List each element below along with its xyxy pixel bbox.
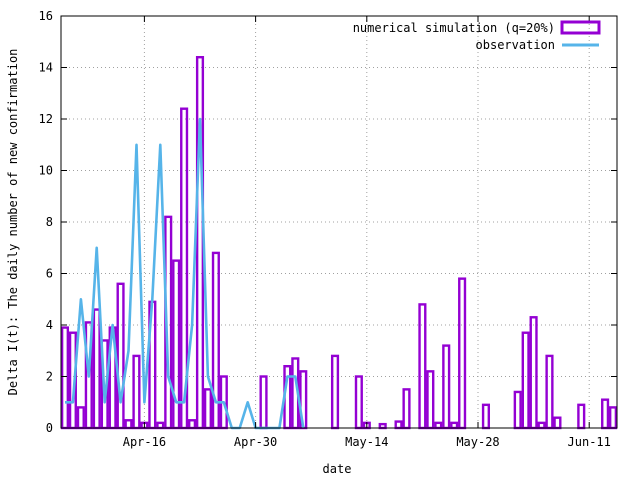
y-tick-label: 0	[46, 421, 53, 435]
x-tick-label: Apr-16	[123, 435, 166, 449]
simulation-bar	[156, 421, 165, 430]
simulation-bar	[481, 403, 491, 430]
simulation-bar	[378, 422, 387, 430]
simulation-bar	[577, 403, 586, 430]
simulation-bar	[442, 344, 451, 430]
simulation-bar	[418, 303, 427, 430]
simulation-bar	[60, 326, 70, 430]
y-tick-label: 10	[39, 164, 53, 178]
y-axis-label: Delta I(t): The daily number of new conf…	[6, 49, 20, 396]
simulation-bar	[513, 390, 522, 430]
simulation-bar	[521, 331, 530, 430]
simulation-bar	[354, 375, 363, 430]
simulation-bar	[434, 421, 443, 430]
simulation-bar	[537, 421, 546, 430]
simulation-bar	[458, 277, 467, 430]
simulation-bar	[450, 421, 459, 430]
simulation-bar	[553, 416, 562, 430]
simulation-bar	[330, 354, 340, 430]
axis-ticks: 0 2 4 6 8 10 12 14 16 Apr-16 Apr-30 May-14 May-28 Jun…	[39, 9, 617, 449]
x-tick-label: May-14	[345, 435, 388, 449]
legend-swatch-simulation	[560, 20, 601, 35]
simulation-bars	[60, 56, 618, 430]
y-tick-label: 14	[39, 61, 53, 75]
simulation-bar	[195, 56, 205, 430]
simulation-bar	[124, 419, 133, 430]
y-tick-label: 2	[46, 370, 53, 384]
x-tick-label: Jun-11	[568, 435, 611, 449]
simulation-bar	[529, 316, 538, 430]
legend-label-simulation: numerical simulation (q=20%)	[353, 21, 555, 35]
simulation-bar	[601, 398, 610, 430]
legend-label-observation: observation	[476, 38, 555, 52]
x-tick-label: Apr-30	[234, 435, 277, 449]
simulation-bar	[402, 388, 411, 430]
legend: numerical simulation (q=20%) observation	[353, 20, 601, 52]
simulation-bar	[116, 282, 125, 430]
simulation-bar	[608, 406, 618, 430]
x-axis-label: date	[323, 462, 352, 476]
y-tick-label: 12	[39, 112, 53, 126]
simulation-bar	[76, 406, 85, 430]
simulation-bar	[545, 354, 554, 430]
y-tick-label: 6	[46, 267, 53, 281]
x-tick-label: May-28	[456, 435, 499, 449]
y-tick-label: 8	[46, 215, 53, 229]
simulation-bar	[92, 308, 101, 430]
simulation-bar	[259, 375, 268, 430]
simulation-bar	[187, 419, 197, 430]
y-tick-label: 4	[46, 318, 53, 332]
y-tick-label: 16	[39, 9, 53, 23]
simulation-bar	[132, 354, 141, 430]
simulation-bar	[426, 370, 435, 430]
simulation-bar	[394, 420, 403, 430]
simulation-bar	[203, 388, 213, 430]
